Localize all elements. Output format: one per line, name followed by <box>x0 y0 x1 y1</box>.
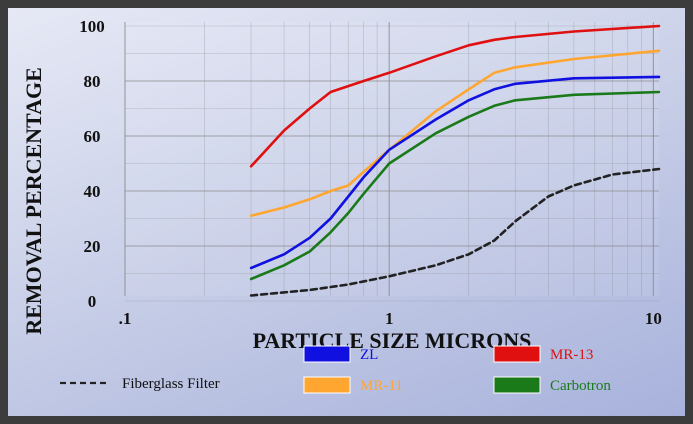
legend-swatch-mr-11 <box>303 376 351 394</box>
legend: Fiberglass Filter ZL MR-11 MR-13 Carbotron <box>60 345 611 394</box>
legend-label-mr-11: MR-11 <box>360 378 403 394</box>
y-axis-title: REMOVAL PERCENTAGE <box>21 67 46 335</box>
series-mr-13 <box>249 24 661 168</box>
y-tick-label: 100 <box>79 17 105 36</box>
x-tick-label: 10 <box>645 309 662 328</box>
y-tick-label: 20 <box>84 237 101 256</box>
y-tick-label: 0 <box>88 292 97 311</box>
y-tick-labels: 0 20 40 60 80 100 <box>79 17 105 311</box>
legend-label-carbotron: Carbotron <box>550 378 611 394</box>
legend-label-mr-13: MR-13 <box>550 347 593 363</box>
plot-area <box>125 22 659 296</box>
legend-swatch-carbotron <box>493 376 541 394</box>
series-fiberglass-filter <box>249 167 661 297</box>
chart-frame: 0 20 40 60 80 100 .1 1 10 REMOVAL PERCENTAGE PA… <box>8 8 685 416</box>
removal-chart: 0 20 40 60 80 100 .1 1 10 REMOVAL PERCENTAGE PA… <box>21 17 662 394</box>
y-tick-label: 80 <box>84 72 101 91</box>
x-axis-title: PARTICLE SIZE MICRONS <box>253 328 532 353</box>
legend-swatch-mr-13 <box>493 345 541 363</box>
grid <box>124 22 659 302</box>
x-tick-label: 1 <box>385 309 394 328</box>
legend-swatch-zl <box>303 345 351 363</box>
y-tick-label: 40 <box>84 182 101 201</box>
series-lines <box>249 24 661 297</box>
y-tick-label: 60 <box>84 127 101 146</box>
x-tick-label: .1 <box>119 309 132 328</box>
series-carbotron <box>249 90 661 281</box>
series-zl <box>249 75 661 270</box>
x-tick-labels: .1 1 10 <box>119 309 662 328</box>
legend-label-zl: ZL <box>360 347 378 363</box>
legend-label-fiberglass-filter: Fiberglass Filter <box>122 376 220 392</box>
